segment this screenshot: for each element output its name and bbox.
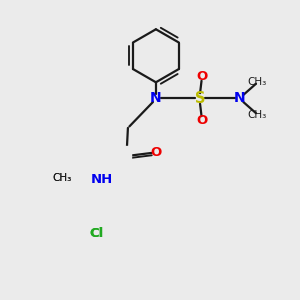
Text: CH₃: CH₃ (53, 173, 72, 183)
Bar (63, 146, 131, 237)
Text: Cl: Cl (90, 227, 104, 240)
Text: CH₃: CH₃ (248, 110, 267, 120)
Text: N: N (234, 92, 246, 106)
Text: CH₃: CH₃ (53, 173, 72, 183)
Text: S: S (195, 91, 205, 106)
Text: CH₃: CH₃ (248, 77, 267, 87)
Text: NH: NH (90, 173, 112, 186)
Text: Cl: Cl (90, 227, 104, 240)
Text: O: O (150, 146, 161, 159)
Text: O: O (196, 114, 207, 127)
Text: O: O (196, 70, 207, 83)
Text: N: N (150, 92, 162, 106)
